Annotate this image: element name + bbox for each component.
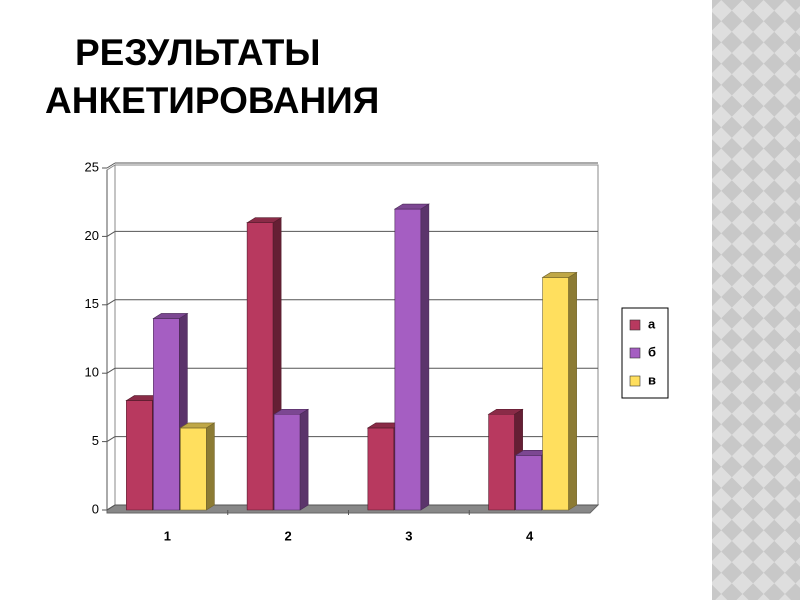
bar-face [393, 203, 430, 210]
bar-face [541, 272, 578, 278]
bar-face [568, 271, 577, 511]
grid-line [106, 504, 116, 511]
x-tick-label: 3 [405, 528, 412, 543]
bar [179, 422, 216, 511]
y-tick-label: 15 [85, 296, 99, 311]
title-line: РЕЗУЛЬТАТЫ [75, 32, 321, 73]
x-tick-label: 4 [526, 528, 534, 543]
bar-face [126, 400, 153, 511]
grid-line [106, 436, 116, 443]
bar-face [153, 318, 180, 511]
bar-face [179, 422, 216, 429]
bar-face [273, 408, 310, 415]
x-tick-label: 1 [164, 528, 171, 543]
side-pattern [712, 0, 800, 600]
bar-face [246, 222, 274, 511]
legend-box [621, 307, 669, 399]
bar-face [273, 413, 301, 511]
bar-face [394, 208, 422, 511]
y-tick-label: 0 [92, 501, 99, 516]
legend-label: а [648, 316, 656, 331]
x-tick-label: 2 [285, 528, 292, 543]
y-tick-label: 25 [85, 159, 99, 174]
legend-swatch [629, 347, 641, 359]
bar-face [488, 413, 515, 511]
grid-line [106, 299, 116, 306]
bar-face [246, 217, 283, 224]
y-tick-label: 5 [92, 433, 99, 448]
legend-label: в [648, 372, 656, 387]
title-line: АНКЕТИРОВАНИЯ [45, 80, 379, 121]
grid-line [106, 230, 116, 237]
bar-face [515, 454, 542, 511]
bar-face [542, 277, 569, 511]
bar-face [152, 313, 189, 319]
side-wall [106, 164, 116, 511]
legend-swatch [629, 319, 641, 331]
bar-face [367, 427, 395, 511]
bar [393, 203, 430, 511]
bar [273, 408, 310, 511]
bar [541, 271, 578, 511]
y-tick-label: 10 [85, 365, 99, 380]
bar-face [180, 427, 207, 511]
bar-face [206, 422, 215, 511]
bar-face [487, 408, 524, 415]
legend-swatch [629, 375, 641, 387]
bar-face [299, 408, 309, 511]
grid-line [106, 162, 116, 169]
bar-face [420, 203, 430, 511]
grid-line [106, 367, 116, 374]
y-tick-label: 20 [85, 228, 99, 243]
legend-label: б [648, 344, 656, 359]
